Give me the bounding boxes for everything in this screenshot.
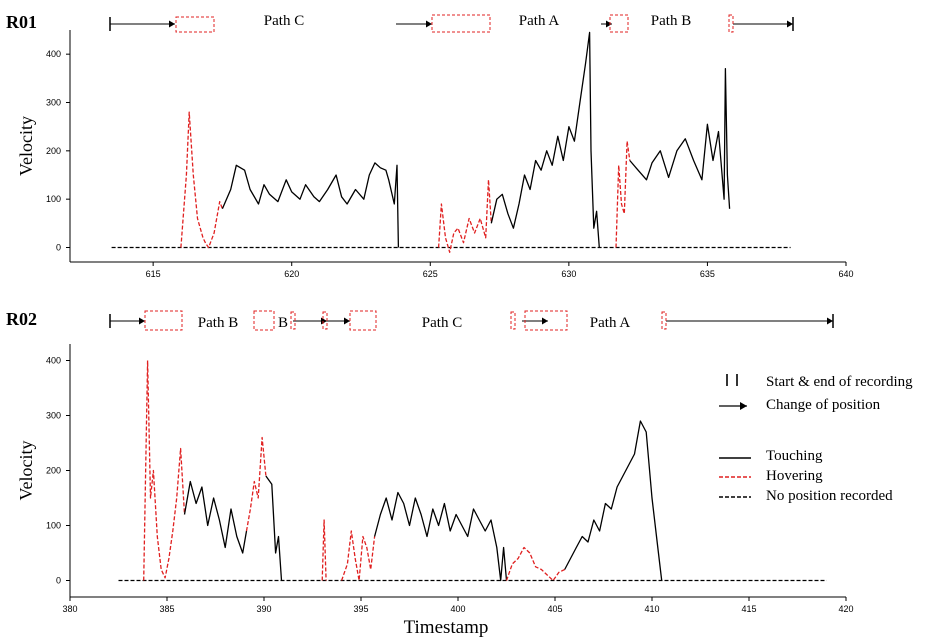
y-axis-title: Velocity	[16, 116, 36, 176]
y-tick-label: 300	[46, 411, 61, 421]
change-arrowhead	[542, 317, 548, 325]
hover-segment-box	[349, 310, 377, 331]
path-label: Path A	[519, 13, 560, 29]
change-arrowhead	[787, 20, 793, 28]
panel-title: R02	[6, 309, 37, 329]
change-arrowhead	[344, 317, 350, 325]
legend-start-end-label: Start & end of recording	[766, 374, 913, 390]
hovering-line	[615, 140, 631, 248]
touching-line	[490, 31, 600, 248]
panel-title: R01	[6, 12, 37, 32]
x-tick-label: 380	[62, 604, 77, 614]
hover-segment-box	[175, 16, 215, 33]
y-tick-label: 0	[56, 243, 61, 253]
path-label: Path B	[198, 315, 238, 331]
hovering-line	[321, 519, 327, 581]
path-label: Path C	[264, 13, 304, 29]
hovering-line	[143, 359, 186, 581]
y-tick-label: 400	[46, 49, 61, 59]
touching-line	[183, 480, 248, 554]
legend-touching-label: Touching	[766, 448, 823, 464]
x-tick-label: 420	[838, 604, 853, 614]
legend-start-end-marker	[726, 374, 738, 386]
change-arrowhead	[426, 20, 432, 28]
change-arrowhead	[139, 317, 145, 325]
hover-segment-box	[290, 311, 296, 330]
x-tick-label: 385	[159, 604, 174, 614]
x-tick-label: 615	[146, 269, 161, 279]
path-label: Path A	[590, 315, 631, 331]
x-tick-label: 625	[423, 269, 438, 279]
touching-line	[221, 162, 400, 248]
x-tick-label: 640	[838, 269, 853, 279]
y-axis-title: Velocity	[16, 441, 36, 501]
legend-change-marker	[719, 402, 747, 410]
hover-segment-box	[253, 310, 275, 331]
x-tick-label: 635	[700, 269, 715, 279]
hover-segment-box	[510, 311, 516, 330]
hover-segment-box	[144, 310, 183, 331]
path-label: Path C	[422, 315, 462, 331]
x-tick-label: 630	[561, 269, 576, 279]
y-tick-label: 300	[46, 98, 61, 108]
change-arrowhead	[169, 20, 175, 28]
x-tick-label: 390	[256, 604, 271, 614]
change-arrowhead	[606, 20, 612, 28]
y-tick-label: 0	[56, 576, 61, 586]
x-axis-title: Timestamp	[404, 617, 489, 638]
hover-segment-box	[322, 311, 328, 330]
hover-segment-box	[431, 14, 491, 33]
y-tick-label: 100	[46, 521, 61, 531]
y-tick-label: 200	[46, 466, 61, 476]
hovering-line	[505, 546, 565, 582]
x-tick-label: 400	[450, 604, 465, 614]
y-tick-label: 200	[46, 146, 61, 156]
y-tick-label: 100	[46, 194, 61, 204]
hover-segment-box	[661, 311, 667, 330]
hovering-line	[437, 179, 492, 253]
r02-panel: R02 Velocity 0 100 200 300 400 380 385 390 395 400 4…	[6, 309, 854, 614]
legend-no-position-label: No position recorded	[766, 488, 893, 504]
legend-hovering-label: Hovering	[766, 468, 823, 484]
x-tick-label: 410	[644, 604, 659, 614]
hover-segment-box	[609, 14, 629, 33]
x-tick-label: 620	[284, 269, 299, 279]
hover-segment-box	[728, 14, 734, 33]
y-tick-label: 400	[46, 356, 61, 366]
touching-line	[373, 491, 508, 582]
touching-line	[629, 68, 731, 209]
x-tick-label: 395	[353, 604, 368, 614]
path-label: B	[278, 315, 288, 331]
touching-line	[265, 475, 283, 581]
r01-panel: R01 Velocity 0 100 200 300 400 615 620 625 630 635 6…	[6, 12, 854, 279]
change-arrowhead	[827, 317, 833, 325]
x-tick-label: 405	[547, 604, 562, 614]
x-tick-label: 415	[741, 604, 756, 614]
change-arrowhead	[321, 317, 327, 325]
path-label: Path B	[651, 13, 691, 29]
legend: Start & end of recording Change of posit…	[719, 374, 913, 504]
hovering-line	[245, 436, 267, 532]
touching-line	[564, 420, 663, 581]
hovering-line	[340, 530, 376, 582]
hovering-line	[180, 111, 224, 249]
hover-segment-box	[524, 310, 568, 331]
legend-change-label: Change of position	[766, 397, 881, 413]
